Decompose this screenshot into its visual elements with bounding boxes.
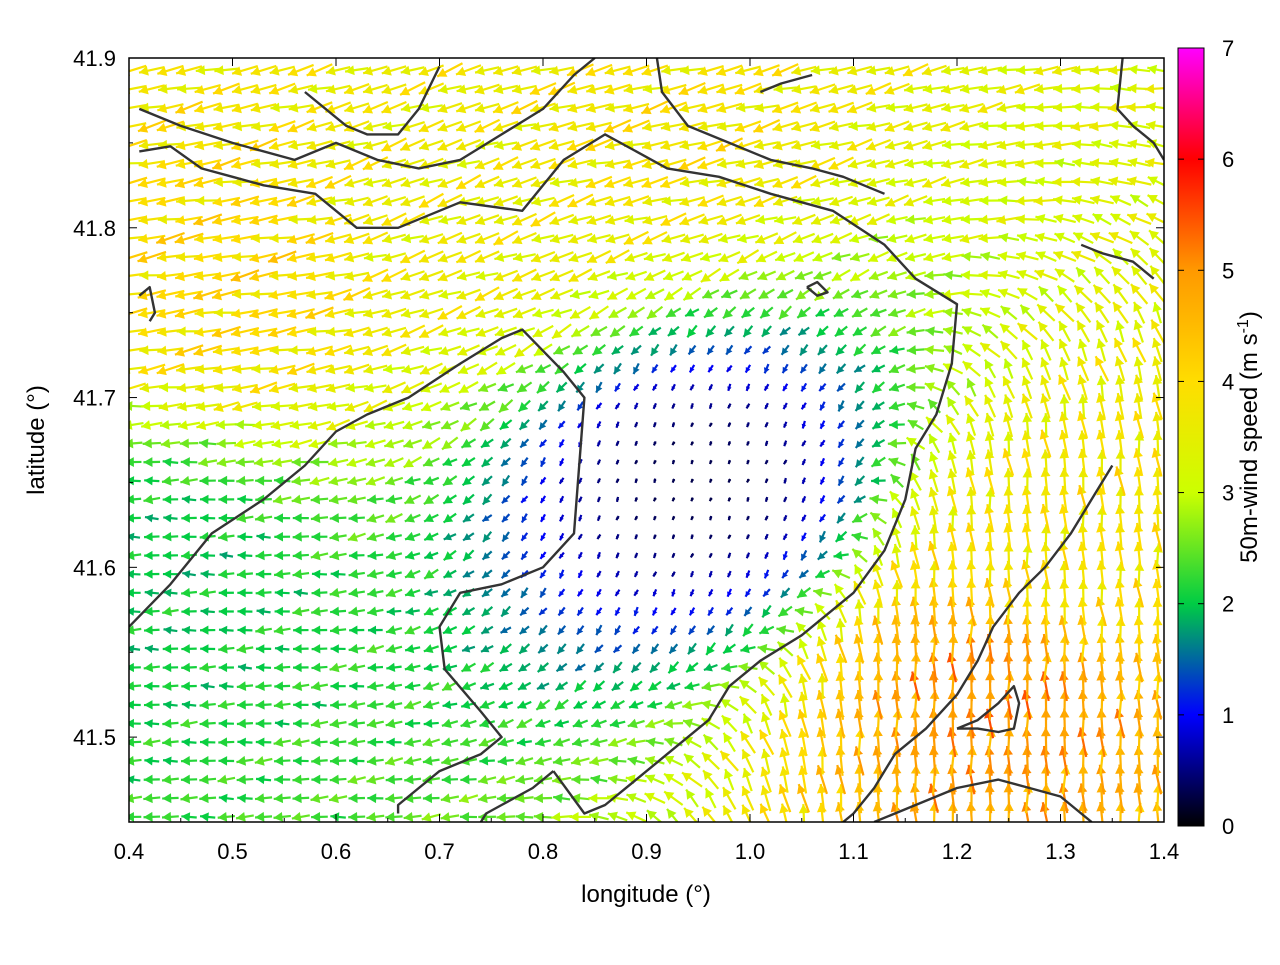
colorbar-tick-label: 5	[1222, 258, 1234, 283]
x-tick-label: 0.9	[631, 839, 662, 864]
colorbar-tick-label: 2	[1222, 592, 1234, 617]
x-tick-label: 0.8	[528, 839, 559, 864]
x-tick-label: 0.4	[114, 839, 145, 864]
x-tick-label: 1.4	[1149, 839, 1180, 864]
colorbar-tick-label: 3	[1222, 481, 1234, 506]
x-tick-label: 0.7	[424, 839, 455, 864]
y-tick-label: 41.8	[73, 216, 116, 241]
x-tick-label: 0.6	[321, 839, 352, 864]
colorbar-tick-label: 7	[1222, 36, 1234, 61]
y-tick-label: 41.9	[73, 46, 116, 71]
colorbar-tick-label: 6	[1222, 147, 1234, 172]
colorbar-label-superscript: -1	[1235, 319, 1252, 333]
colorbar-label: 50m-wind speed (m s-1)	[1235, 311, 1263, 563]
colorbar	[1178, 48, 1204, 826]
x-tick-label: 1.1	[838, 839, 869, 864]
y-tick-label: 41.5	[73, 725, 116, 750]
colorbar-tick-label: 0	[1222, 814, 1234, 839]
x-axis-label: longitude (°)	[581, 881, 711, 908]
colorbar-tick-label: 1	[1222, 703, 1234, 728]
x-tick-label: 1.3	[1045, 839, 1076, 864]
colorbar-tick-label: 4	[1222, 369, 1234, 394]
y-axis-label: latitude (°)	[23, 385, 50, 495]
x-tick-label: 1.0	[735, 839, 766, 864]
colorbar-label-close: )	[1236, 311, 1263, 319]
colorbar-label-main: 50m-wind speed (m s	[1236, 333, 1263, 562]
x-tick-label: 1.2	[942, 839, 973, 864]
y-tick-label: 41.6	[73, 555, 116, 580]
y-tick-label: 41.7	[73, 386, 116, 411]
x-tick-label: 0.5	[217, 839, 248, 864]
